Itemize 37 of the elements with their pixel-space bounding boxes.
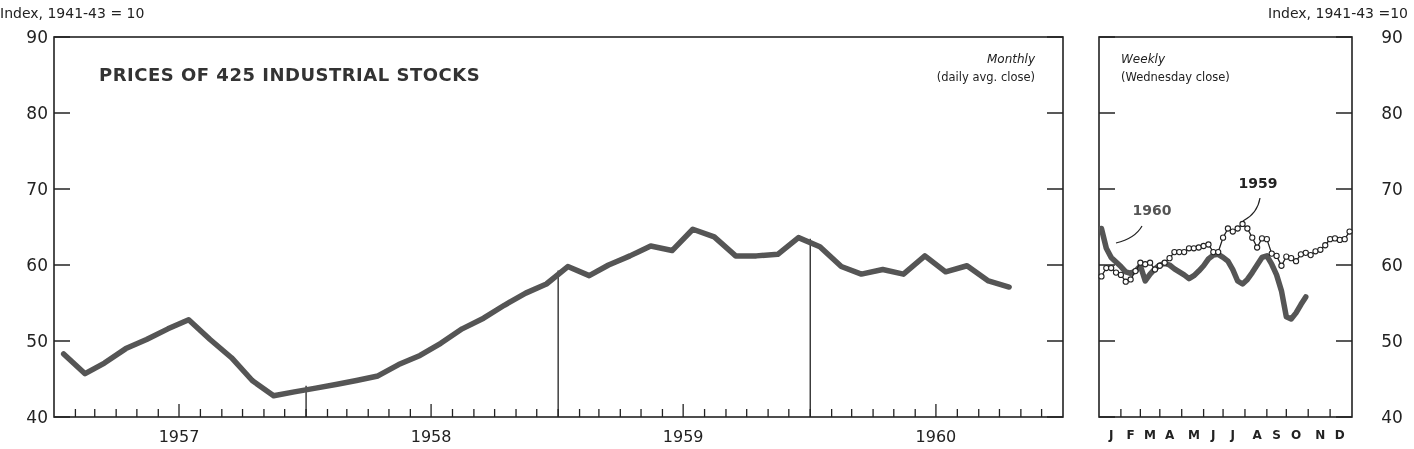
y-tick-label: 50 [26, 331, 48, 351]
y-tick-label: 40 [26, 407, 48, 427]
text: 1960 [1132, 202, 1172, 218]
x-tick-label: A [1164, 428, 1175, 442]
x-tick-label: F [1126, 428, 1135, 442]
x-tick-label: A [1252, 428, 1263, 442]
text: 1959 [1238, 175, 1278, 191]
text: PRICES OF 425 INDUSTRIAL STOCKS [99, 64, 481, 85]
x-tick-label: 1960 [915, 427, 957, 446]
x-tick-label: 1959 [662, 427, 704, 446]
x-tick-label: D [1334, 428, 1345, 442]
x-tick-label: J [1107, 428, 1114, 442]
x-tick-label: 1957 [158, 427, 200, 446]
x-tick-label: O [1290, 428, 1302, 442]
x-tick-label: M [1144, 428, 1157, 442]
x-tick-label: S [1272, 428, 1281, 442]
y2-tick-label: 40 [1381, 407, 1403, 427]
y-tick-label: 80 [26, 103, 48, 123]
y2-tick-label: 50 [1381, 331, 1403, 351]
y-tick-label: 70 [26, 179, 48, 199]
y2-tick-label: 80 [1381, 103, 1403, 123]
y-axis-title: Index, 1941-43 = 10 [0, 5, 145, 21]
y2-tick-label: 70 [1381, 179, 1403, 199]
annotation: (Wednesday close) [1121, 70, 1230, 84]
y2-tick-label: 90 [1381, 27, 1403, 47]
y-tick-label: 60 [26, 255, 48, 275]
y2-axis-title: Index, 1941-43 =10 [1268, 5, 1408, 21]
x-tick-label: 1958 [410, 427, 452, 446]
x-tick-label: J [1210, 428, 1216, 442]
x-tick-label: J [1229, 428, 1236, 442]
annotation: Monthly [986, 52, 1036, 66]
y-tick-label: 90 [26, 27, 48, 47]
annotation: (daily avg. close) [936, 70, 1035, 84]
y2-tick-label: 60 [1381, 255, 1403, 275]
x-tick-label: M [1187, 428, 1200, 442]
annotation: Weekly [1121, 52, 1166, 66]
x-tick-label: N [1315, 428, 1326, 442]
